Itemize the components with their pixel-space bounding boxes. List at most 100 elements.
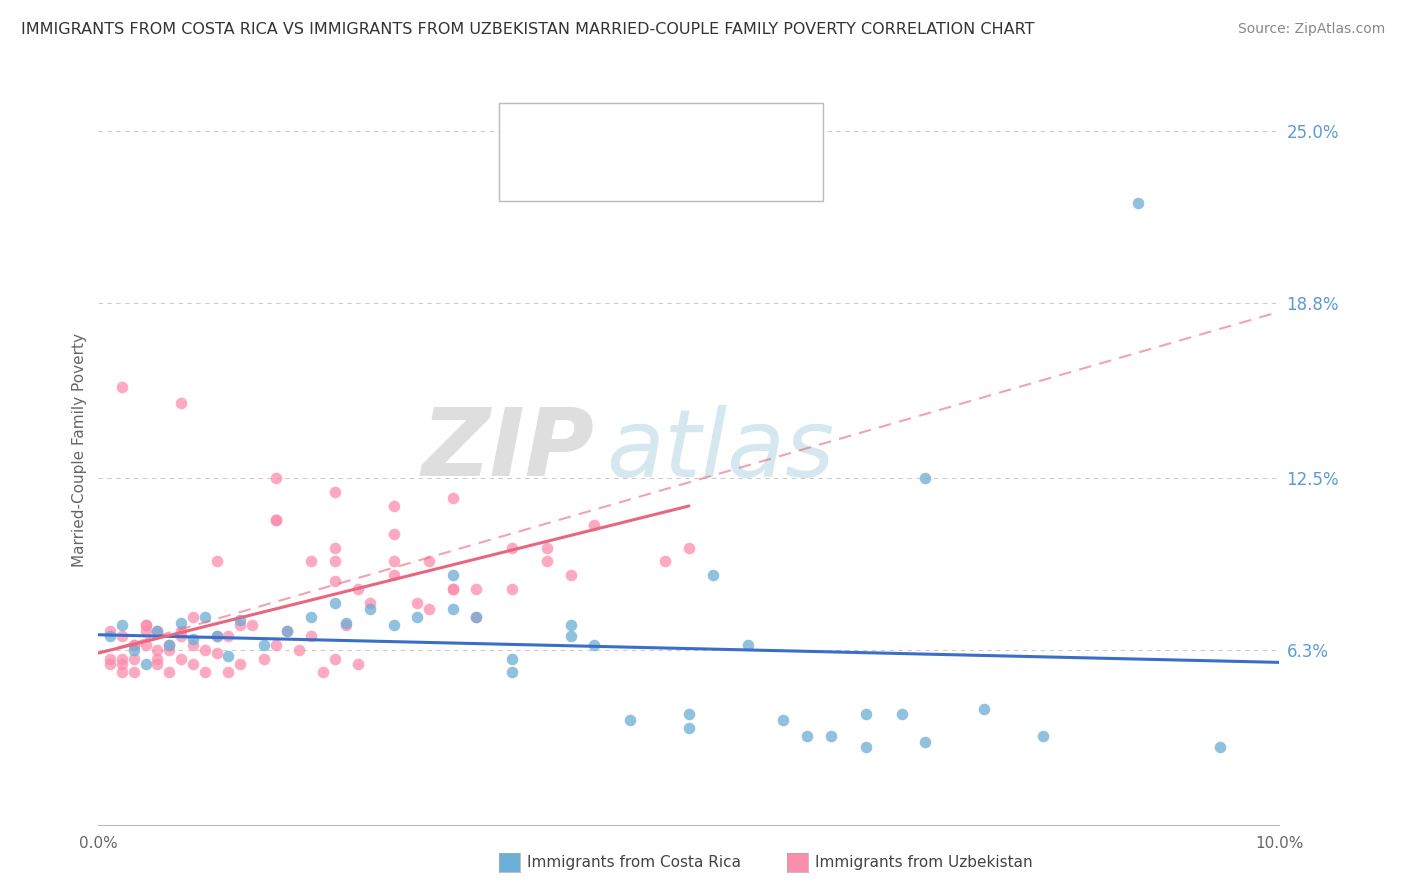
Point bbox=[229, 618, 252, 632]
Point bbox=[441, 582, 464, 597]
Point bbox=[855, 740, 877, 755]
Point bbox=[583, 638, 606, 652]
Point bbox=[111, 657, 134, 672]
Point bbox=[1209, 740, 1232, 755]
Point bbox=[111, 651, 134, 665]
Text: R =  0.151   N = 44: R = 0.151 N = 44 bbox=[554, 118, 730, 136]
Point bbox=[465, 610, 488, 624]
Point bbox=[347, 657, 370, 672]
Point bbox=[418, 601, 440, 615]
Point bbox=[135, 624, 157, 638]
Point bbox=[382, 526, 405, 541]
Y-axis label: Married-Couple Family Poverty: Married-Couple Family Poverty bbox=[72, 334, 87, 567]
Point bbox=[501, 665, 523, 680]
Point bbox=[359, 596, 381, 610]
Point bbox=[98, 651, 121, 665]
Point bbox=[276, 624, 298, 638]
Point bbox=[465, 610, 488, 624]
Point bbox=[619, 713, 641, 727]
Point bbox=[205, 646, 228, 660]
Point bbox=[323, 596, 346, 610]
Point bbox=[253, 651, 276, 665]
Point bbox=[406, 610, 429, 624]
Point bbox=[264, 513, 287, 527]
Point bbox=[654, 554, 676, 568]
Point bbox=[406, 596, 429, 610]
Point bbox=[217, 665, 239, 680]
Point bbox=[111, 618, 134, 632]
Point bbox=[335, 618, 357, 632]
Point bbox=[111, 379, 134, 393]
Point bbox=[111, 629, 134, 643]
Point bbox=[323, 554, 346, 568]
Point bbox=[229, 657, 252, 672]
Point bbox=[146, 643, 169, 657]
Point bbox=[146, 624, 169, 638]
Point bbox=[772, 713, 794, 727]
Point bbox=[465, 582, 488, 597]
Point bbox=[501, 541, 523, 555]
Point bbox=[217, 648, 239, 663]
Point bbox=[157, 643, 180, 657]
Text: IMMIGRANTS FROM COSTA RICA VS IMMIGRANTS FROM UZBEKISTAN MARRIED-COUPLE FAMILY P: IMMIGRANTS FROM COSTA RICA VS IMMIGRANTS… bbox=[21, 22, 1035, 37]
Point bbox=[441, 582, 464, 597]
Point bbox=[323, 651, 346, 665]
Point bbox=[157, 638, 180, 652]
Point bbox=[170, 624, 193, 638]
Point bbox=[1032, 729, 1054, 743]
Point bbox=[264, 638, 287, 652]
Point bbox=[382, 618, 405, 632]
Point bbox=[299, 629, 322, 643]
Point bbox=[820, 729, 842, 743]
Point bbox=[122, 651, 145, 665]
Point bbox=[347, 582, 370, 597]
Point bbox=[264, 513, 287, 527]
Point bbox=[170, 629, 193, 643]
Point bbox=[418, 554, 440, 568]
Point bbox=[382, 554, 405, 568]
Point bbox=[678, 707, 700, 722]
Text: Immigrants from Costa Rica: Immigrants from Costa Rica bbox=[527, 855, 741, 870]
Point bbox=[796, 729, 818, 743]
Point bbox=[359, 601, 381, 615]
Point bbox=[323, 485, 346, 500]
Point bbox=[312, 665, 335, 680]
Point bbox=[501, 582, 523, 597]
Text: ZIP: ZIP bbox=[422, 404, 595, 497]
Point bbox=[181, 638, 204, 652]
Text: atlas: atlas bbox=[606, 405, 835, 496]
Point bbox=[229, 613, 252, 627]
Point bbox=[323, 574, 346, 588]
Point bbox=[299, 554, 322, 568]
Point bbox=[253, 638, 276, 652]
Point bbox=[170, 615, 193, 630]
Point bbox=[1126, 196, 1149, 211]
Point bbox=[122, 638, 145, 652]
Point bbox=[135, 657, 157, 672]
Point bbox=[135, 618, 157, 632]
Point bbox=[678, 541, 700, 555]
Point bbox=[205, 554, 228, 568]
Point bbox=[678, 721, 700, 735]
Point bbox=[170, 651, 193, 665]
Point bbox=[501, 651, 523, 665]
Point bbox=[146, 624, 169, 638]
Point bbox=[146, 657, 169, 672]
Point bbox=[181, 657, 204, 672]
Point bbox=[205, 629, 228, 643]
Text: Source: ZipAtlas.com: Source: ZipAtlas.com bbox=[1237, 22, 1385, 37]
Point bbox=[122, 638, 145, 652]
Point bbox=[181, 610, 204, 624]
Point bbox=[335, 615, 357, 630]
Point bbox=[170, 396, 193, 410]
Point bbox=[560, 618, 582, 632]
Point bbox=[98, 657, 121, 672]
Point bbox=[702, 568, 724, 582]
Point bbox=[264, 471, 287, 485]
Point bbox=[973, 701, 995, 715]
Point bbox=[536, 541, 558, 555]
Point bbox=[98, 624, 121, 638]
Point bbox=[441, 568, 464, 582]
Point bbox=[98, 629, 121, 643]
Point bbox=[157, 638, 180, 652]
